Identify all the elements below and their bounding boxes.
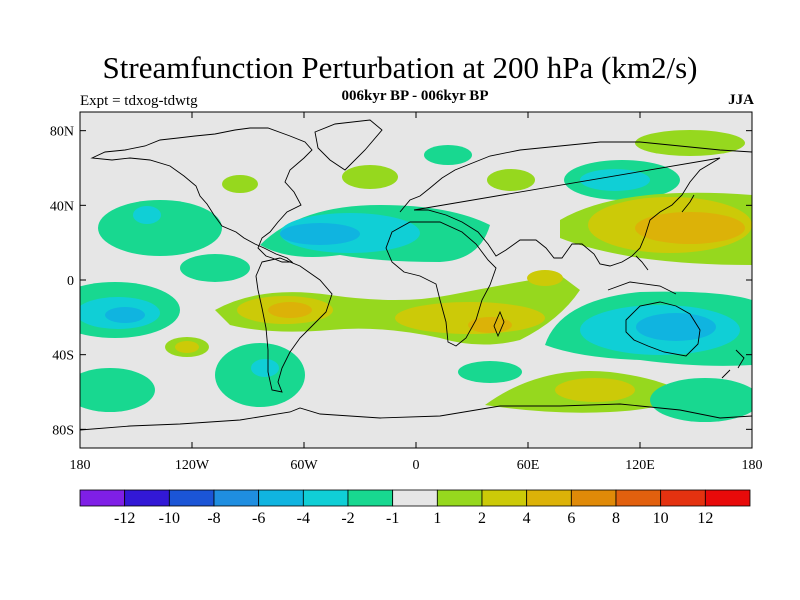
colorbar-swatch [168, 489, 215, 507]
colorbar-swatch [615, 489, 662, 507]
lon-tick-label: 180 [742, 458, 763, 473]
colorbar-swatch [79, 489, 126, 507]
lat-tick-label: 80N [50, 125, 74, 140]
colorbar-label: -4 [297, 510, 310, 527]
field-patch [268, 302, 312, 318]
colorbar-swatch [570, 489, 617, 507]
coastline-islands [607, 194, 695, 295]
colorbar: -12 -10 -8 -6 -4 -2 -1 1 2 4 6 8 10 12 [79, 489, 751, 527]
colorbar-swatch [124, 489, 170, 507]
lon-tick-label: 0 [413, 458, 420, 473]
coastlines [80, 119, 752, 431]
colorbar-swatch [704, 489, 751, 507]
colorbar-label: -6 [252, 510, 265, 527]
coastline-new-zealand [721, 349, 745, 379]
field-patch [105, 307, 145, 323]
field-patch [280, 223, 360, 245]
field-patch [487, 169, 535, 191]
colorbar-label: -1 [386, 510, 399, 527]
colorbar-label: 4 [523, 510, 531, 527]
field-patch [635, 212, 745, 244]
lat-tick-label: 40S [52, 349, 74, 364]
colorbar-swatch [660, 489, 706, 507]
lon-tick-label: 120E [625, 458, 655, 473]
colorbar-label: 1 [433, 510, 441, 527]
field-patch [180, 254, 250, 282]
lon-tick-label: 60W [290, 458, 318, 473]
field-patch [222, 175, 258, 193]
field-patch [555, 378, 635, 402]
colorbar-swatch [526, 489, 572, 507]
field-patch [580, 169, 650, 191]
season-label: JJA [728, 92, 754, 108]
map-title: Streamfunction Perturbation at 200 hPa (… [102, 50, 698, 85]
coastline-africa [385, 221, 497, 347]
colorbar-swatch [302, 489, 349, 507]
colorbar-label: -10 [159, 510, 180, 527]
field-patch [133, 206, 161, 224]
colorbar-swatch [213, 489, 260, 507]
field-patch [468, 317, 512, 333]
field-patch [527, 270, 563, 286]
coastline-south-america [255, 257, 333, 393]
colorbar-swatch [481, 489, 528, 507]
field-patch [424, 145, 472, 165]
lat-tick-label: 80S [52, 423, 74, 438]
coastline-antarctica [80, 403, 752, 431]
colorbar-label: 6 [567, 510, 575, 527]
lat-tick-label: 40N [50, 199, 74, 214]
field-patch [650, 378, 752, 422]
field-patch [175, 341, 199, 353]
colorbar-label: 2 [478, 510, 486, 527]
colorbar-swatch [436, 489, 483, 507]
lon-tick-label: 60E [517, 458, 540, 473]
coastline-eurasia [399, 141, 752, 267]
field-patch [251, 359, 279, 377]
field-patch [342, 165, 398, 189]
map-subtitle: 006kyr BP - 006kyr BP [341, 88, 489, 104]
colorbar-label: -12 [114, 510, 135, 527]
coastline-madagascar [493, 310, 505, 338]
colorbar-label: -8 [207, 510, 220, 527]
field-patch [98, 200, 222, 256]
colorbar-label: 8 [612, 510, 620, 527]
colorbar-swatch [258, 489, 304, 507]
colorbar-swatch [347, 489, 394, 507]
field-patch [458, 361, 522, 383]
lon-tick-label: 120W [175, 458, 210, 473]
longitude-axis: 180 120W 60W 0 60E 120E 180 [70, 112, 763, 473]
field-patch [80, 368, 155, 412]
coastline-greenland [314, 119, 383, 171]
lon-tick-label: 180 [70, 458, 91, 473]
experiment-label: Expt = tdxog-tdwtg [80, 93, 198, 109]
coastline-north-america [90, 127, 313, 263]
colorbar-label: 10 [653, 510, 669, 527]
field-patch [395, 302, 545, 334]
lat-tick-label: 0 [67, 274, 74, 289]
latitude-axis: 80N 40N 0 40S 80S [50, 125, 752, 438]
field-patch [636, 313, 716, 341]
coastline-australia [625, 301, 701, 357]
colorbar-label: -2 [341, 510, 354, 527]
colorbar-swatch [392, 489, 438, 507]
colorbar-label: 12 [697, 510, 713, 527]
